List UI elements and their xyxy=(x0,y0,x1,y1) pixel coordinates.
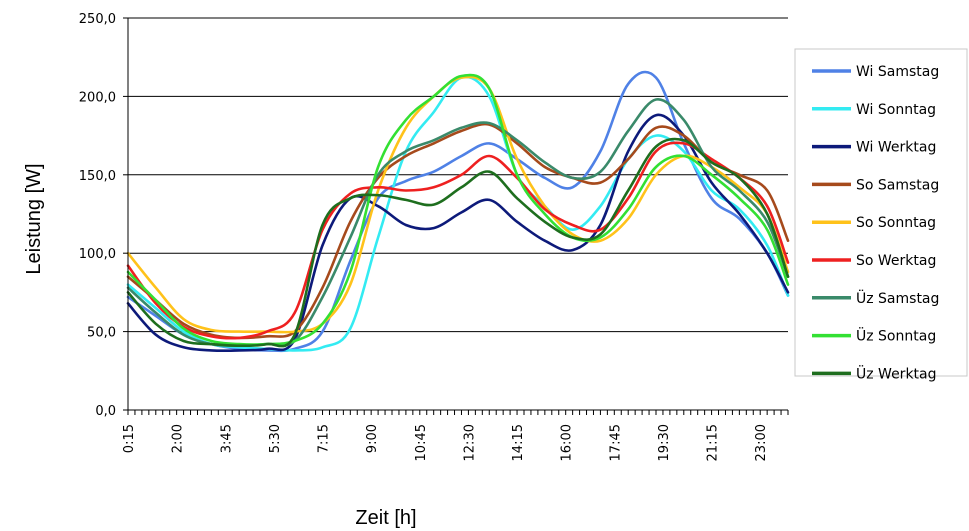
legend-box xyxy=(794,48,968,377)
axes xyxy=(123,17,789,415)
x-tick-label: 17:45 xyxy=(608,424,623,461)
y-tick-label: 250,0 xyxy=(79,12,116,27)
x-tick-label: 0:15 xyxy=(122,424,137,453)
legend: Wi Samstag Wi Sonntag Wi Werktag So Samstag… xyxy=(794,48,968,382)
legend-label: So Werktag xyxy=(856,253,936,269)
gridlines xyxy=(128,17,788,333)
legend-label: So Samstag xyxy=(856,177,939,193)
series-line xyxy=(126,70,790,353)
x-tick-label: 19:30 xyxy=(657,424,672,461)
y-tick-label: 50,0 xyxy=(87,326,116,341)
series-line xyxy=(126,137,790,348)
legend-label: Wi Werktag xyxy=(856,140,936,156)
legend-label: So Sonntag xyxy=(856,215,936,231)
legend-label: Üz Samstag xyxy=(856,289,939,307)
series-line xyxy=(126,73,790,346)
y-tick-label: 200,0 xyxy=(79,90,116,105)
x-tick-labels: 0:15 2:00 3:45 5:30 7:15 9:00 10:45 12:30 14:15 1… xyxy=(122,424,769,461)
x-tick-label: 10:45 xyxy=(414,424,429,461)
legend-label: Wi Samstag xyxy=(856,64,939,80)
x-tick-label: 12:30 xyxy=(462,424,477,461)
y-tick-labels: 0,0 50,0 100,0 150,0 200,0 250,0 xyxy=(79,12,116,419)
series-lines xyxy=(126,70,790,353)
x-axis-title: Zeit [h] xyxy=(355,507,416,529)
x-tick-label: 23:00 xyxy=(754,424,769,461)
x-tick-label: 21:15 xyxy=(706,424,721,461)
x-tick-label: 3:45 xyxy=(219,424,234,453)
y-axis-title: Leistung [W] xyxy=(23,163,45,274)
x-tick-label: 14:15 xyxy=(511,424,526,461)
series-line xyxy=(126,141,790,340)
legend-label: Üz Werktag xyxy=(856,364,937,382)
legend-label: Wi Sonntag xyxy=(856,102,936,118)
x-tick-label: 7:15 xyxy=(317,424,332,453)
x-tick-label: 2:00 xyxy=(171,424,186,453)
y-tick-label: 150,0 xyxy=(79,169,116,184)
y-tick-label: 100,0 xyxy=(79,247,116,262)
y-tick-label: 0,0 xyxy=(95,404,116,419)
legend-label: Üz Sonntag xyxy=(856,327,936,345)
x-tick-label: 9:00 xyxy=(365,424,380,453)
series-line xyxy=(126,113,790,352)
x-tick-label: 16:00 xyxy=(560,424,575,461)
series-line xyxy=(126,98,790,348)
series-line xyxy=(126,75,790,334)
x-tick-label: 5:30 xyxy=(268,424,283,453)
